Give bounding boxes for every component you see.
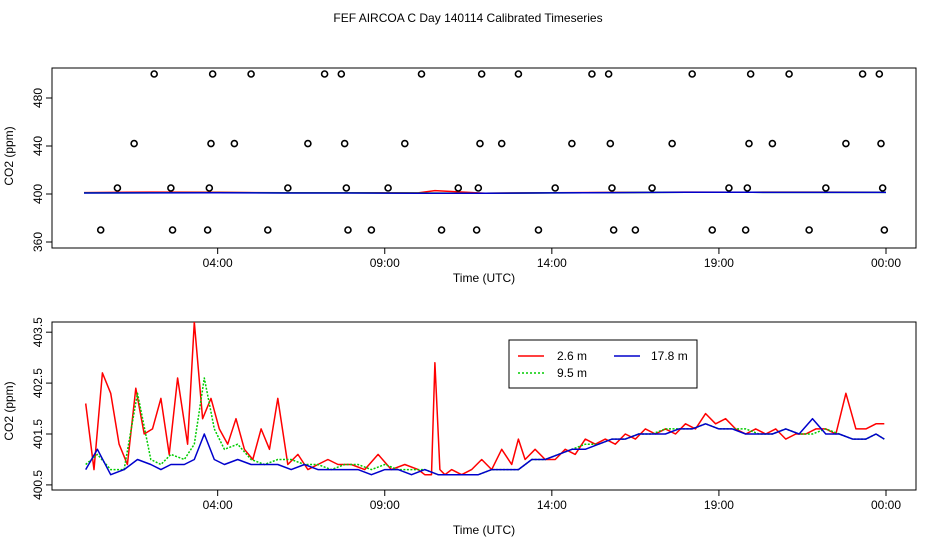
calibration-point bbox=[514, 70, 523, 78]
calibration-point bbox=[878, 184, 887, 192]
calibration-point bbox=[230, 139, 239, 148]
calibration-point bbox=[604, 70, 613, 78]
calibration-point bbox=[708, 226, 717, 234]
calibration-point bbox=[875, 70, 884, 78]
bottom-y-tick-label: 401.5 bbox=[31, 419, 45, 449]
calibration-point bbox=[822, 184, 830, 192]
top-x-tick-label: 14:00 bbox=[537, 256, 567, 270]
calibration-point bbox=[337, 70, 346, 78]
calibration-point bbox=[858, 70, 867, 78]
bottom-series-line-2-6-m bbox=[84, 322, 885, 476]
calibration-point bbox=[474, 184, 483, 192]
bottom-series-line-9-5-m bbox=[85, 377, 885, 476]
bottom-y-tick-label: 402.5 bbox=[31, 368, 45, 398]
calibration-point bbox=[745, 139, 753, 148]
calibration-point bbox=[340, 139, 349, 148]
top-panel: CO2 (ppm) Time (UTC) 04:00 09:00 14:00 19:0… bbox=[2, 67, 917, 285]
calibration-point bbox=[551, 184, 559, 192]
calibration-point bbox=[568, 139, 576, 148]
calibration-point bbox=[631, 226, 640, 234]
calibration-point bbox=[130, 139, 138, 148]
calibration-point bbox=[534, 226, 543, 234]
bottom-x-axis-label: Time (UTC) bbox=[453, 523, 515, 537]
top-plot-area bbox=[83, 70, 889, 234]
calibration-point bbox=[263, 226, 272, 234]
chart-title: FEF AIRCOA C Day 140114 Calibrated Times… bbox=[333, 11, 602, 25]
top-x-axis-label: Time (UTC) bbox=[453, 271, 515, 285]
calibration-point bbox=[497, 139, 506, 148]
calibration-point bbox=[208, 70, 217, 78]
top-x-tick-label: 00:00 bbox=[871, 256, 901, 270]
top-y-axis-label: CO2 (ppm) bbox=[2, 126, 16, 185]
bottom-x-tick-label: 19:00 bbox=[704, 498, 734, 512]
top-x-tick-label: 19:00 bbox=[704, 256, 734, 270]
calibration-point bbox=[741, 226, 750, 234]
calibration-point bbox=[476, 139, 484, 148]
top-y-tick-label: 360 bbox=[31, 232, 45, 252]
bottom-x-tick-label: 09:00 bbox=[370, 498, 400, 512]
top-x-tick-label: 04:00 bbox=[203, 256, 233, 270]
calibration-point bbox=[608, 184, 616, 192]
bottom-panel: CO2 (ppm) Time (UTC) 04:00 09:00 14:00 19:0… bbox=[2, 317, 917, 537]
top-x-tick-label: 09:00 bbox=[370, 256, 400, 270]
bottom-y-tick-label: 400.5 bbox=[31, 470, 45, 500]
calibration-point bbox=[472, 226, 481, 234]
bottom-series-line-17-8-m bbox=[85, 417, 885, 476]
bottom-x-tick-label: 14:00 bbox=[537, 498, 567, 512]
calibration-point bbox=[207, 139, 215, 148]
calibration-point bbox=[342, 184, 351, 192]
calibration-point bbox=[384, 184, 392, 192]
calibration-point bbox=[785, 70, 793, 78]
calibration-point bbox=[768, 139, 777, 148]
legend-label-2-6m: 2.6 m bbox=[557, 349, 587, 363]
bottom-plot-frame bbox=[51, 321, 917, 491]
legend-label-9-5m: 9.5 m bbox=[557, 366, 587, 380]
calibration-point bbox=[247, 70, 255, 78]
calibration-point bbox=[877, 139, 885, 148]
calibration-point bbox=[205, 184, 214, 192]
calibration-point bbox=[367, 226, 376, 234]
calibration-point bbox=[417, 70, 426, 78]
top-y-tick-label: 480 bbox=[31, 88, 45, 108]
calibration-point bbox=[344, 226, 352, 234]
calibration-point bbox=[842, 139, 850, 148]
calibration-point bbox=[284, 184, 292, 192]
calibration-point bbox=[168, 226, 177, 234]
bottom-x-tick-label: 00:00 bbox=[871, 498, 901, 512]
calibration-point bbox=[437, 226, 446, 234]
bottom-y-tick-label: 403.5 bbox=[31, 317, 45, 347]
calibration-point bbox=[743, 184, 752, 192]
calibration-point bbox=[606, 139, 615, 148]
top-series-line-17-8-m bbox=[83, 191, 886, 194]
calibration-point bbox=[725, 184, 733, 192]
top-plot-frame bbox=[51, 67, 917, 249]
calibration-point bbox=[609, 226, 618, 234]
bottom-y-axis-label: CO2 (ppm) bbox=[2, 381, 16, 440]
bottom-plot-area bbox=[84, 322, 885, 476]
calibration-point bbox=[668, 139, 676, 148]
calibration-point bbox=[805, 226, 813, 234]
calibration-point bbox=[648, 184, 656, 192]
top-y-tick-label: 440 bbox=[31, 136, 45, 156]
calibration-point bbox=[304, 139, 312, 148]
calibration-point bbox=[880, 226, 889, 234]
legend-label-17-8m: 17.8 m bbox=[651, 349, 688, 363]
bottom-x-tick-label: 04:00 bbox=[203, 498, 233, 512]
legend-box bbox=[508, 339, 698, 389]
calibration-point bbox=[150, 70, 158, 78]
calibration-point bbox=[96, 226, 105, 234]
calibration-point bbox=[113, 184, 122, 192]
calibration-point bbox=[588, 70, 596, 78]
calibration-point bbox=[477, 70, 486, 78]
calibration-point bbox=[746, 70, 755, 78]
top-y-tick-label: 400 bbox=[31, 184, 45, 204]
calibration-point bbox=[400, 139, 409, 148]
calibration-point bbox=[320, 70, 329, 78]
legend: 2.6 m 17.8 m 9.5 m bbox=[508, 339, 698, 389]
calibration-point bbox=[454, 184, 463, 192]
calibration-point bbox=[688, 70, 696, 78]
calibration-point bbox=[203, 226, 212, 234]
calibration-point bbox=[167, 184, 175, 192]
